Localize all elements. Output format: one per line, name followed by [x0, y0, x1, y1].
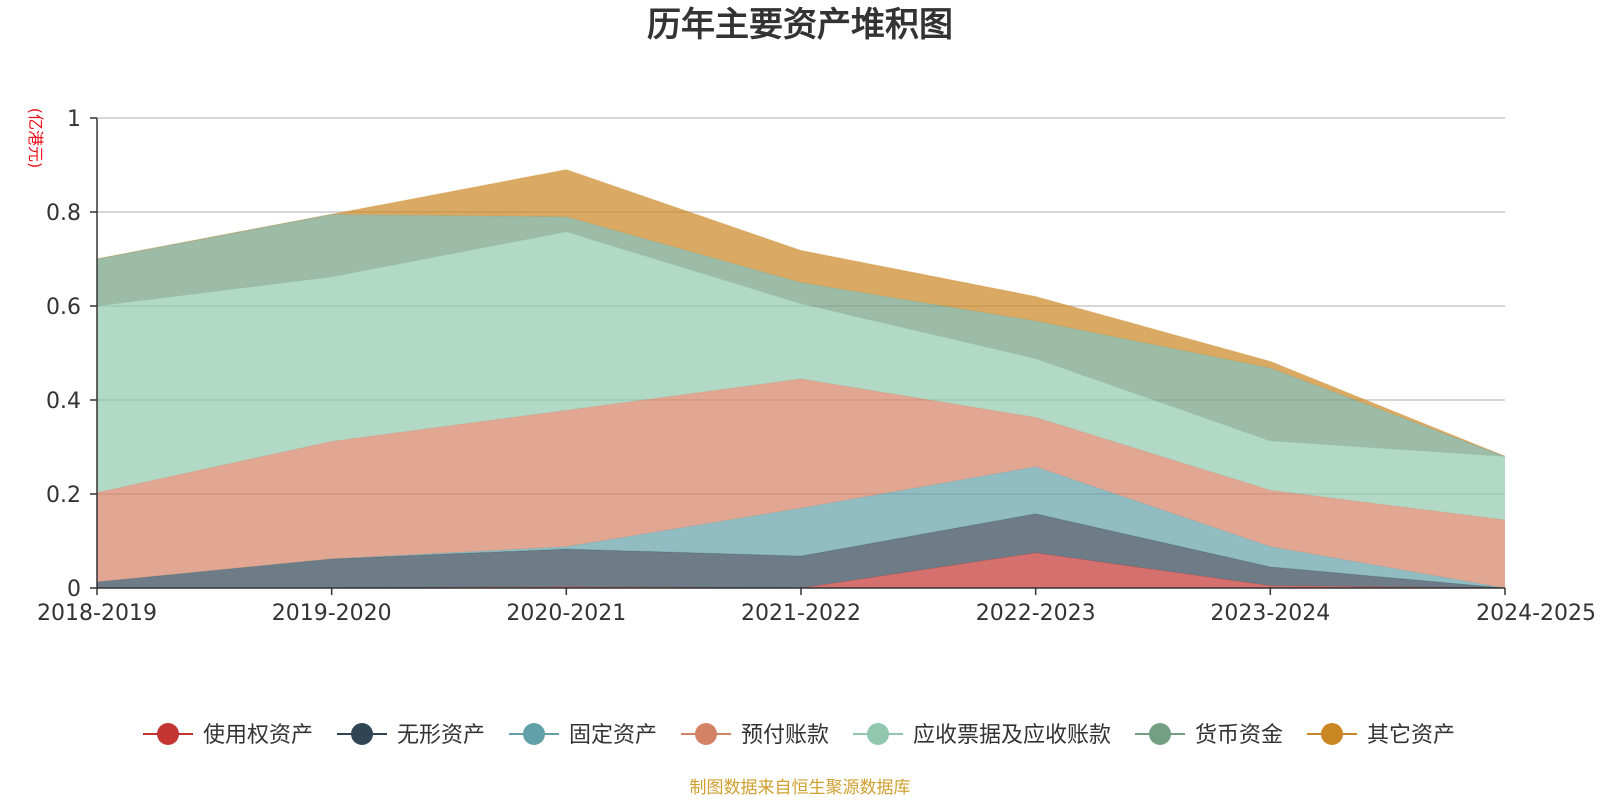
legend-dot-icon	[695, 723, 717, 745]
y-tick-label: 1	[67, 107, 81, 132]
legend-item-0[interactable]: 使用权资产	[143, 723, 313, 748]
x-tick-label: 2021-2022	[741, 601, 861, 626]
y-tick-label: 0.6	[46, 295, 81, 320]
area-series-2	[97, 466, 1505, 588]
chart-title: 历年主要资产堆积图	[647, 5, 953, 45]
legend-label: 固定资产	[569, 723, 657, 748]
x-tick-label: 2023-2024	[1210, 601, 1330, 626]
legend-label: 使用权资产	[203, 723, 313, 748]
legend-item-3[interactable]: 预付账款	[681, 723, 829, 748]
y-axis-unit-label: (亿港元)	[26, 108, 45, 169]
legend-item-5[interactable]: 货币资金	[1135, 723, 1283, 748]
legend-label: 货币资金	[1195, 723, 1283, 748]
legend-dot-icon	[1149, 723, 1171, 745]
legend-item-2[interactable]: 固定资产	[509, 723, 657, 748]
area-series	[96, 169, 1506, 589]
x-tick-label: 2024-2025	[1476, 601, 1596, 626]
y-tick-label: 0.8	[46, 201, 81, 226]
legend-item-4[interactable]: 应收票据及应收账款	[853, 723, 1111, 748]
legend[interactable]: 使用权资产 无形资产 固定资产 预付账款 应收票据及应收账款 货币资金 其它资产	[143, 723, 1455, 748]
y-tick-label: 0.4	[46, 389, 81, 414]
data-source-note: 制图数据来自恒生聚源数据库	[690, 778, 911, 798]
area-edge-6	[96, 169, 1506, 457]
area-series-5	[97, 214, 1505, 457]
legend-item-6[interactable]: 其它资产	[1307, 723, 1455, 748]
legend-dot-icon	[157, 723, 179, 745]
legend-label: 预付账款	[741, 723, 829, 748]
x-tick-label: 2020-2021	[506, 601, 626, 626]
legend-dot-icon	[351, 723, 373, 745]
x-tick-label: 2018-2019	[37, 601, 157, 626]
legend-item-1[interactable]: 无形资产	[337, 723, 485, 748]
y-tick-label: 0.2	[46, 483, 81, 508]
area-series-0	[97, 552, 1505, 588]
x-tick-label: 2019-2020	[272, 601, 392, 626]
legend-label: 其它资产	[1367, 723, 1455, 748]
area-series-4	[97, 231, 1505, 520]
area-series-3	[97, 378, 1505, 588]
legend-dot-icon	[1321, 723, 1343, 745]
area-series-1	[97, 513, 1505, 588]
legend-label: 应收票据及应收账款	[913, 723, 1111, 748]
axes: 0 0.2 0.4 0.6 0.8 1 2018-2019 2019-2020 2020-202…	[37, 107, 1596, 626]
legend-dot-icon	[867, 723, 889, 745]
legend-label: 无形资产	[397, 723, 485, 748]
x-tick-label: 2022-2023	[976, 601, 1096, 626]
legend-dot-icon	[523, 723, 545, 745]
y-tick-label: 0	[67, 577, 81, 602]
